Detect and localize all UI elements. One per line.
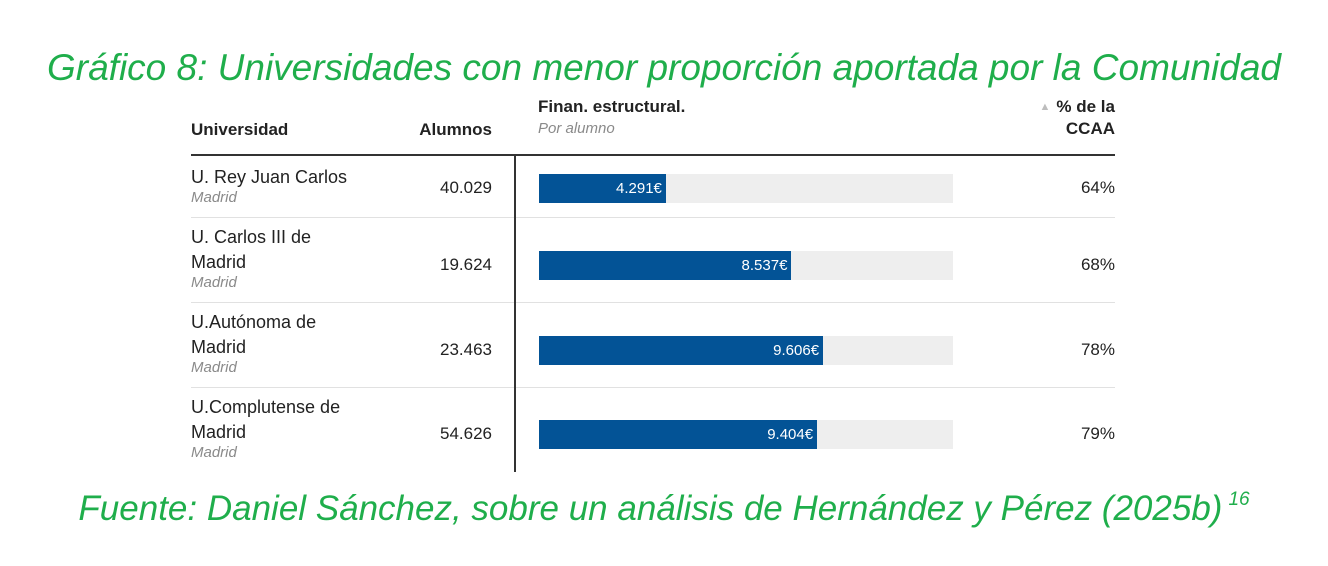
students-count: 23.463 [440, 339, 492, 359]
university-region: Madrid [191, 444, 237, 461]
university-region: Madrid [191, 189, 237, 206]
university-name: U.Autónoma de [191, 312, 317, 332]
row-separator [191, 217, 1115, 218]
pct-ccaa-value: 78% [1080, 339, 1115, 359]
table-row: U.Autónoma de Madrid Madrid 23.463 9.606€ 78% [191, 303, 1115, 388]
table-row: U. Rey Juan Carlos Madrid 40.029 4.291€ 64% [191, 156, 1115, 218]
header-funding: Finan. estructural. [538, 97, 686, 116]
row-separator [191, 387, 1115, 388]
funding-bar: 4.291€ [539, 174, 666, 203]
chart-title: Gráfico 8: Universidades con menor propo… [46, 47, 1281, 88]
university-name: U.Complutense de [191, 397, 341, 417]
students-count: 19.624 [440, 254, 492, 274]
university-name: Madrid [191, 337, 247, 357]
students-count: 40.029 [440, 178, 492, 197]
header-pct-ccaa[interactable]: ▲ % de la CCAA [1040, 96, 1115, 140]
header-funding-subtitle: Por alumno [538, 120, 615, 137]
university-region: Madrid [191, 274, 237, 291]
header-students: Alumnos [419, 120, 492, 139]
students-count: 54.626 [440, 424, 492, 443]
funding-bar-track: 8.537€ [539, 250, 953, 280]
university-name: Madrid [191, 422, 247, 442]
pct-ccaa-value: 79% [1080, 424, 1115, 443]
source-note: Fuente: Daniel Sánchez, sobre un análisi… [0, 476, 1328, 533]
pct-ccaa-value: 64% [1080, 178, 1115, 197]
header-rule [191, 154, 1115, 156]
university-region: Madrid [191, 359, 237, 376]
university-name: Madrid [191, 252, 247, 272]
funding-bar-track: 9.606€ [539, 335, 953, 365]
pct-ccaa-value: 68% [1080, 254, 1115, 274]
triangle-up-icon: ▲ [1039, 101, 1051, 113]
funding-bar-track: 9.404€ [539, 420, 953, 449]
university-funding-table: Universidad Alumnos Finan. estructural. … [191, 92, 1115, 472]
funding-bar: 8.537€ [539, 250, 792, 280]
header-pct-line2: CCAA [1065, 119, 1115, 138]
source-text: Fuente: Daniel Sánchez, sobre un análisi… [78, 489, 1223, 528]
table-row: U.Complutense de Madrid Madrid 54.626 9.404€… [191, 388, 1115, 472]
header-university: Universidad [191, 120, 289, 139]
university-name: U. Rey Juan Carlos [191, 167, 348, 187]
funding-bar: 9.606€ [539, 335, 824, 365]
funding-bar: 9.404€ [539, 420, 818, 449]
row-separator [191, 302, 1115, 303]
footnote-marker: 16 [1228, 489, 1250, 510]
column-divider [514, 156, 516, 472]
header-pct-line1: % de la [1056, 97, 1115, 116]
university-name: U. Carlos III de [191, 227, 312, 247]
table-row: U. Carlos III de Madrid Madrid 19.624 8.537€… [191, 218, 1115, 303]
funding-bar-track: 4.291€ [539, 174, 953, 203]
